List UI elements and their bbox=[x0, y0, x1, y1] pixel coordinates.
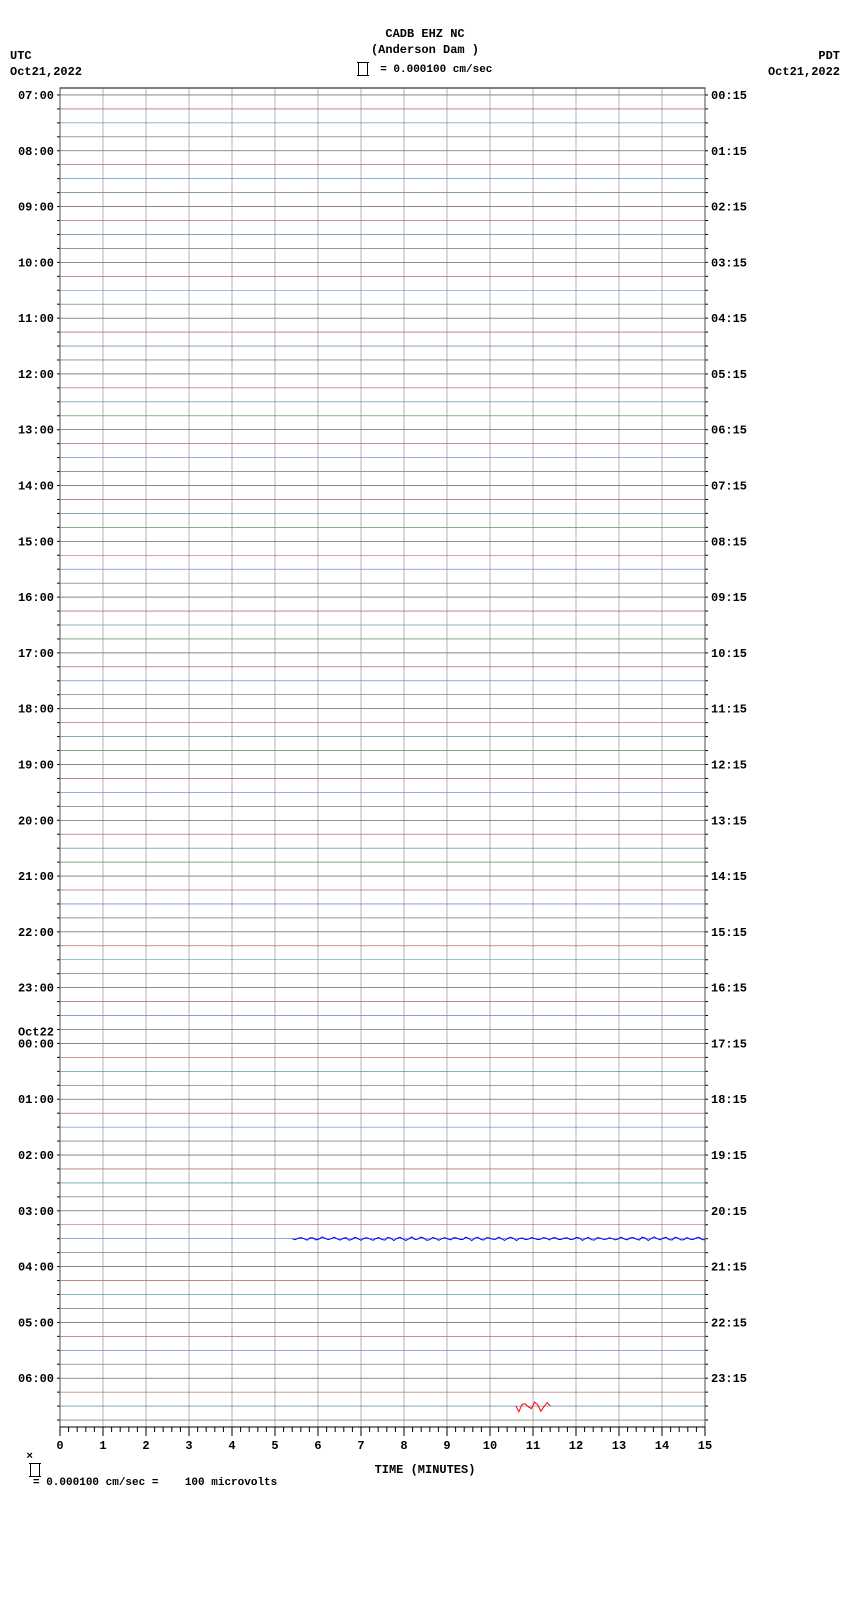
helicorder-page: CADB EHZ NC (Anderson Dam ) = 0.000100 c… bbox=[0, 0, 850, 1613]
svg-text:10:15: 10:15 bbox=[711, 647, 747, 661]
svg-text:11:15: 11:15 bbox=[711, 703, 747, 717]
svg-text:19:00: 19:00 bbox=[18, 758, 54, 772]
svg-text:02:00: 02:00 bbox=[18, 1149, 54, 1163]
svg-text:13:15: 13:15 bbox=[711, 814, 747, 828]
svg-text:00:15: 00:15 bbox=[711, 89, 747, 103]
svg-text:09:00: 09:00 bbox=[18, 201, 54, 215]
svg-text:22:15: 22:15 bbox=[711, 1316, 747, 1330]
svg-text:07:00: 07:00 bbox=[18, 89, 54, 103]
svg-text:00:00: 00:00 bbox=[18, 1037, 54, 1051]
svg-text:10: 10 bbox=[483, 1439, 497, 1453]
svg-text:15:15: 15:15 bbox=[711, 926, 747, 940]
helicorder-svg: 012345678910111213141507:0008:0009:0010:… bbox=[0, 0, 850, 1613]
svg-text:17:00: 17:00 bbox=[18, 647, 54, 661]
svg-text:09:15: 09:15 bbox=[711, 591, 747, 605]
svg-text:23:00: 23:00 bbox=[18, 982, 54, 996]
svg-text:05:15: 05:15 bbox=[711, 368, 747, 382]
svg-text:15:00: 15:00 bbox=[18, 535, 54, 549]
svg-text:06:00: 06:00 bbox=[18, 1372, 54, 1386]
scale-bar-icon bbox=[30, 1463, 40, 1477]
svg-text:03:00: 03:00 bbox=[18, 1205, 54, 1219]
svg-text:14:15: 14:15 bbox=[711, 870, 747, 884]
svg-text:16:15: 16:15 bbox=[711, 982, 747, 996]
svg-text:15: 15 bbox=[698, 1439, 712, 1453]
svg-text:10:00: 10:00 bbox=[18, 256, 54, 270]
svg-text:06:15: 06:15 bbox=[711, 424, 747, 438]
svg-text:9: 9 bbox=[443, 1439, 450, 1453]
svg-text:18:00: 18:00 bbox=[18, 703, 54, 717]
svg-text:01:15: 01:15 bbox=[711, 145, 747, 159]
svg-text:11:00: 11:00 bbox=[18, 312, 54, 326]
footer-scale-text: = 0.000100 cm/sec = 100 microvolts bbox=[26, 1477, 277, 1489]
svg-text:7: 7 bbox=[357, 1439, 364, 1453]
svg-text:14: 14 bbox=[655, 1439, 669, 1453]
svg-text:14:00: 14:00 bbox=[18, 480, 54, 494]
svg-text:07:15: 07:15 bbox=[711, 480, 747, 494]
svg-text:20:00: 20:00 bbox=[18, 814, 54, 828]
svg-text:17:15: 17:15 bbox=[711, 1037, 747, 1051]
svg-text:05:00: 05:00 bbox=[18, 1316, 54, 1330]
svg-text:02:15: 02:15 bbox=[711, 201, 747, 215]
svg-text:12:15: 12:15 bbox=[711, 758, 747, 772]
svg-text:16:00: 16:00 bbox=[18, 591, 54, 605]
svg-text:11: 11 bbox=[526, 1439, 540, 1453]
svg-text:8: 8 bbox=[400, 1439, 407, 1453]
svg-text:08:00: 08:00 bbox=[18, 145, 54, 159]
svg-text:08:15: 08:15 bbox=[711, 535, 747, 549]
footer-scale: × = 0.000100 cm/sec = 100 microvolts bbox=[0, 1439, 277, 1501]
svg-text:13: 13 bbox=[612, 1439, 626, 1453]
svg-text:12:00: 12:00 bbox=[18, 368, 54, 382]
svg-text:21:15: 21:15 bbox=[711, 1261, 747, 1275]
svg-text:18:15: 18:15 bbox=[711, 1093, 747, 1107]
svg-text:22:00: 22:00 bbox=[18, 926, 54, 940]
svg-text:6: 6 bbox=[314, 1439, 321, 1453]
svg-text:03:15: 03:15 bbox=[711, 256, 747, 270]
footer-prefix: × bbox=[26, 1451, 33, 1463]
svg-text:04:00: 04:00 bbox=[18, 1261, 54, 1275]
svg-text:13:00: 13:00 bbox=[18, 424, 54, 438]
svg-text:23:15: 23:15 bbox=[711, 1372, 747, 1386]
svg-text:19:15: 19:15 bbox=[711, 1149, 747, 1163]
svg-text:21:00: 21:00 bbox=[18, 870, 54, 884]
svg-text:01:00: 01:00 bbox=[18, 1093, 54, 1107]
svg-text:04:15: 04:15 bbox=[711, 312, 747, 326]
svg-text:20:15: 20:15 bbox=[711, 1205, 747, 1219]
svg-text:12: 12 bbox=[569, 1439, 583, 1453]
